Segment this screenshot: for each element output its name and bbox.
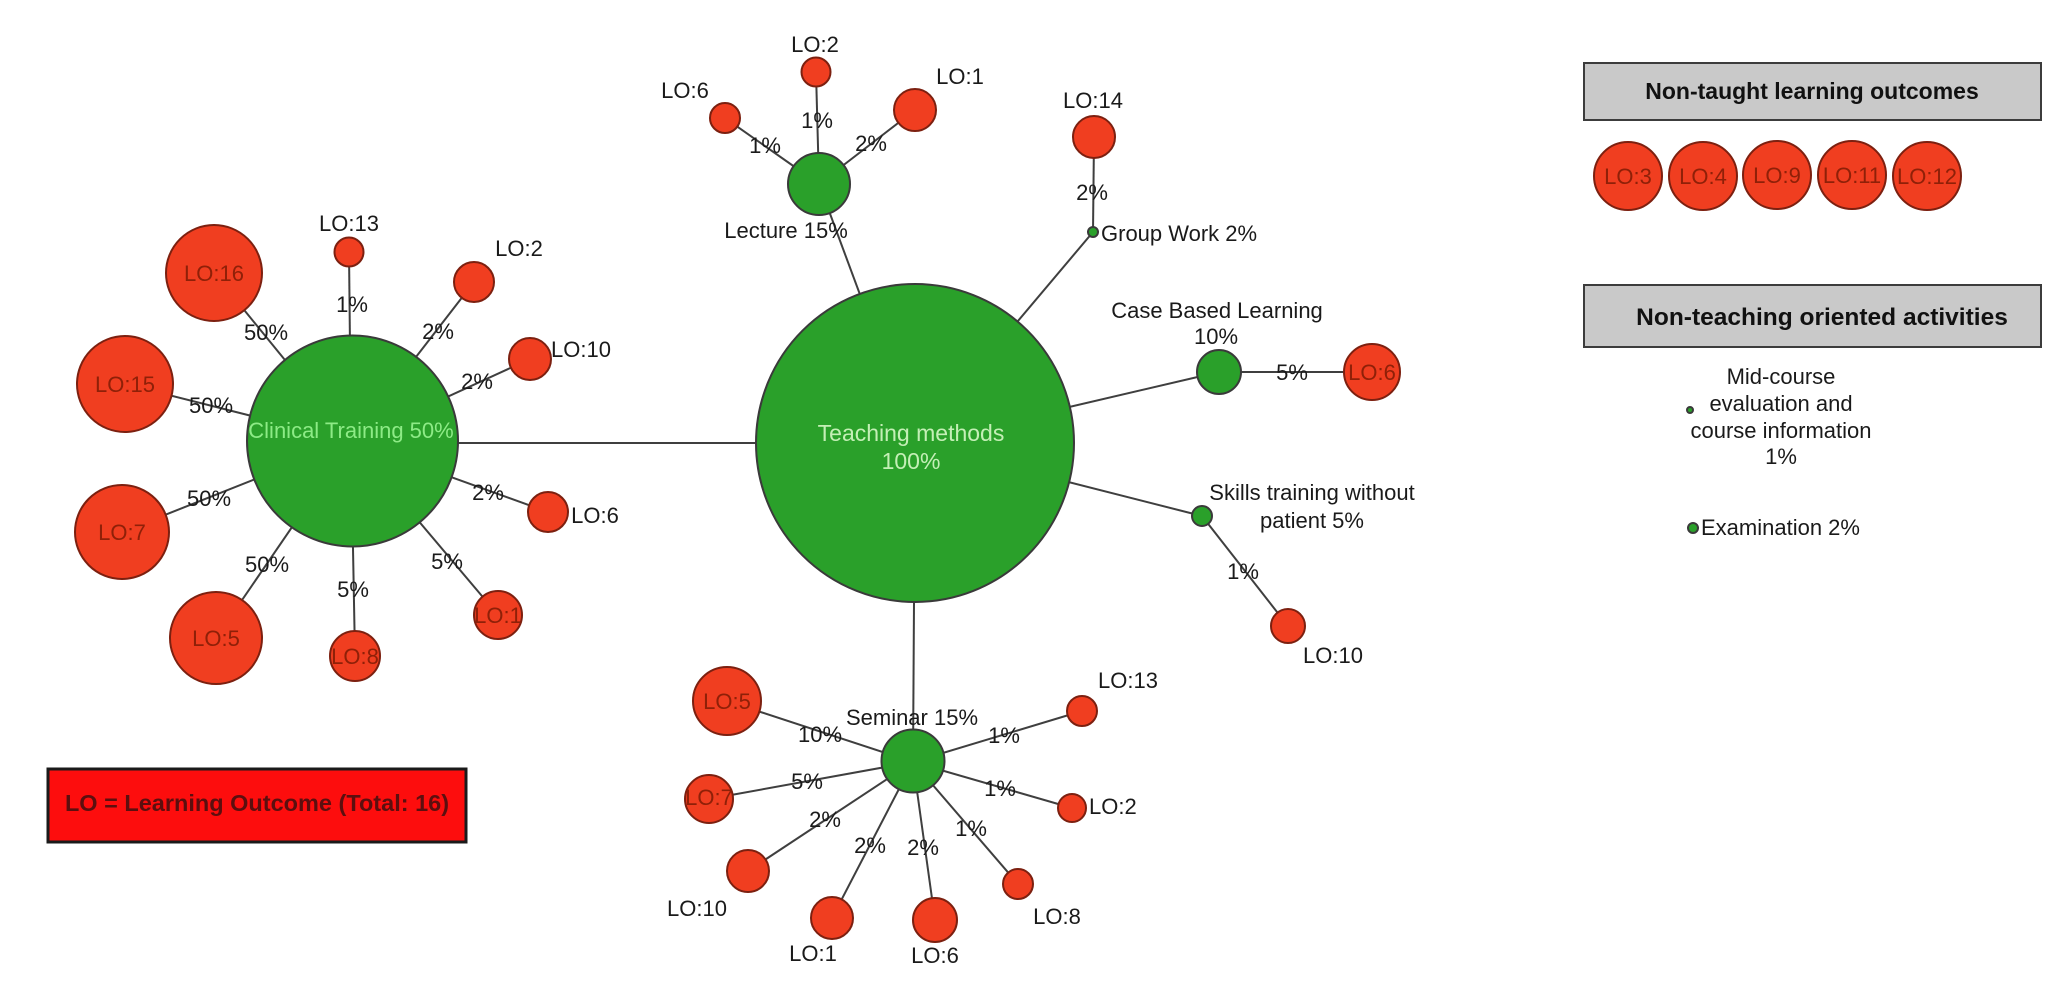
svg-text:course information: course information: [1691, 418, 1872, 443]
svg-text:LO:15: LO:15: [95, 372, 155, 397]
svg-text:LO:13: LO:13: [319, 211, 379, 236]
svg-text:2%: 2%: [854, 833, 886, 858]
svg-text:LO:6: LO:6: [571, 503, 619, 528]
svg-text:LO:13: LO:13: [1098, 668, 1158, 693]
svg-text:Non-teaching oriented activiti: Non-teaching oriented activities: [1636, 304, 2008, 331]
svg-text:50%: 50%: [245, 552, 289, 577]
svg-text:LO:1: LO:1: [789, 941, 837, 966]
svg-text:LO:9: LO:9: [1753, 163, 1801, 188]
svg-text:10%: 10%: [1194, 324, 1238, 349]
svg-text:evaluation and: evaluation and: [1709, 391, 1852, 416]
svg-text:1%: 1%: [1227, 559, 1259, 584]
svg-text:50%: 50%: [187, 486, 231, 511]
svg-text:LO:10: LO:10: [1303, 643, 1363, 668]
svg-text:2%: 2%: [461, 369, 493, 394]
svg-text:patient 5%: patient 5%: [1260, 508, 1364, 533]
svg-text:50%: 50%: [189, 393, 233, 418]
svg-text:LO:2: LO:2: [1089, 794, 1137, 819]
svg-text:LO:5: LO:5: [192, 626, 240, 651]
svg-text:Group Work 2%: Group Work 2%: [1101, 221, 1257, 246]
svg-text:LO:6: LO:6: [911, 943, 959, 968]
svg-text:Mid-course: Mid-course: [1727, 364, 1836, 389]
svg-text:LO:4: LO:4: [1679, 164, 1727, 189]
svg-text:Clinical Training 50%: Clinical Training 50%: [248, 418, 453, 443]
svg-text:LO = Learning Outcome (Total:: LO = Learning Outcome (Total: 16): [65, 790, 449, 816]
svg-text:10%: 10%: [798, 722, 842, 747]
svg-text:2%: 2%: [472, 480, 504, 505]
svg-text:LO:6: LO:6: [661, 78, 709, 103]
svg-text:1%: 1%: [988, 723, 1020, 748]
svg-text:2%: 2%: [422, 319, 454, 344]
svg-text:LO:1: LO:1: [936, 64, 984, 89]
svg-text:5%: 5%: [431, 549, 463, 574]
svg-text:LO:2: LO:2: [495, 236, 543, 261]
svg-text:LO:3: LO:3: [1604, 164, 1652, 189]
svg-text:5%: 5%: [1276, 360, 1308, 385]
svg-text:Non-taught learning outcomes: Non-taught learning outcomes: [1645, 78, 1979, 104]
svg-text:LO:10: LO:10: [551, 337, 611, 362]
svg-text:LO:1: LO:1: [474, 603, 522, 628]
svg-text:LO:5: LO:5: [703, 689, 751, 714]
svg-text:5%: 5%: [337, 577, 369, 602]
svg-text:1%: 1%: [749, 133, 781, 158]
svg-text:LO:11: LO:11: [1823, 163, 1881, 188]
svg-text:LO:7: LO:7: [98, 520, 146, 545]
svg-text:Seminar 15%: Seminar 15%: [846, 705, 978, 730]
svg-text:LO:16: LO:16: [184, 261, 244, 286]
svg-text:LO:7: LO:7: [685, 785, 733, 810]
svg-text:1%: 1%: [801, 108, 833, 133]
svg-text:1%: 1%: [955, 816, 987, 841]
svg-text:50%: 50%: [244, 320, 288, 345]
svg-text:LO:2: LO:2: [791, 32, 839, 57]
svg-text:LO:6: LO:6: [1348, 360, 1396, 385]
svg-text:LO:14: LO:14: [1063, 88, 1123, 113]
svg-text:2%: 2%: [1076, 180, 1108, 205]
svg-text:Teaching methods: Teaching methods: [818, 420, 1005, 446]
svg-text:Skills training without: Skills training without: [1209, 480, 1414, 505]
svg-text:100%: 100%: [882, 448, 941, 474]
svg-text:LO:8: LO:8: [331, 644, 379, 669]
svg-text:Lecture 15%: Lecture 15%: [724, 218, 848, 243]
svg-text:2%: 2%: [907, 835, 939, 860]
svg-text:LO:12: LO:12: [1897, 164, 1957, 189]
svg-text:Case Based Learning: Case Based Learning: [1111, 298, 1323, 323]
svg-text:2%: 2%: [809, 807, 841, 832]
svg-text:Examination 2%: Examination 2%: [1701, 515, 1860, 540]
svg-text:LO:10: LO:10: [667, 896, 727, 921]
svg-text:1%: 1%: [336, 292, 368, 317]
svg-text:5%: 5%: [791, 769, 823, 794]
svg-text:LO:8: LO:8: [1033, 904, 1081, 929]
svg-text:1%: 1%: [1765, 444, 1797, 469]
svg-text:1%: 1%: [984, 776, 1016, 801]
svg-text:2%: 2%: [855, 131, 887, 156]
